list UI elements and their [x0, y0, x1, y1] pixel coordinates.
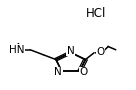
Text: HN: HN: [9, 45, 24, 55]
Text: N: N: [54, 67, 62, 77]
Text: HCl: HCl: [86, 7, 106, 20]
Text: N: N: [67, 46, 75, 56]
Text: O: O: [97, 47, 105, 57]
Text: O: O: [79, 67, 87, 77]
